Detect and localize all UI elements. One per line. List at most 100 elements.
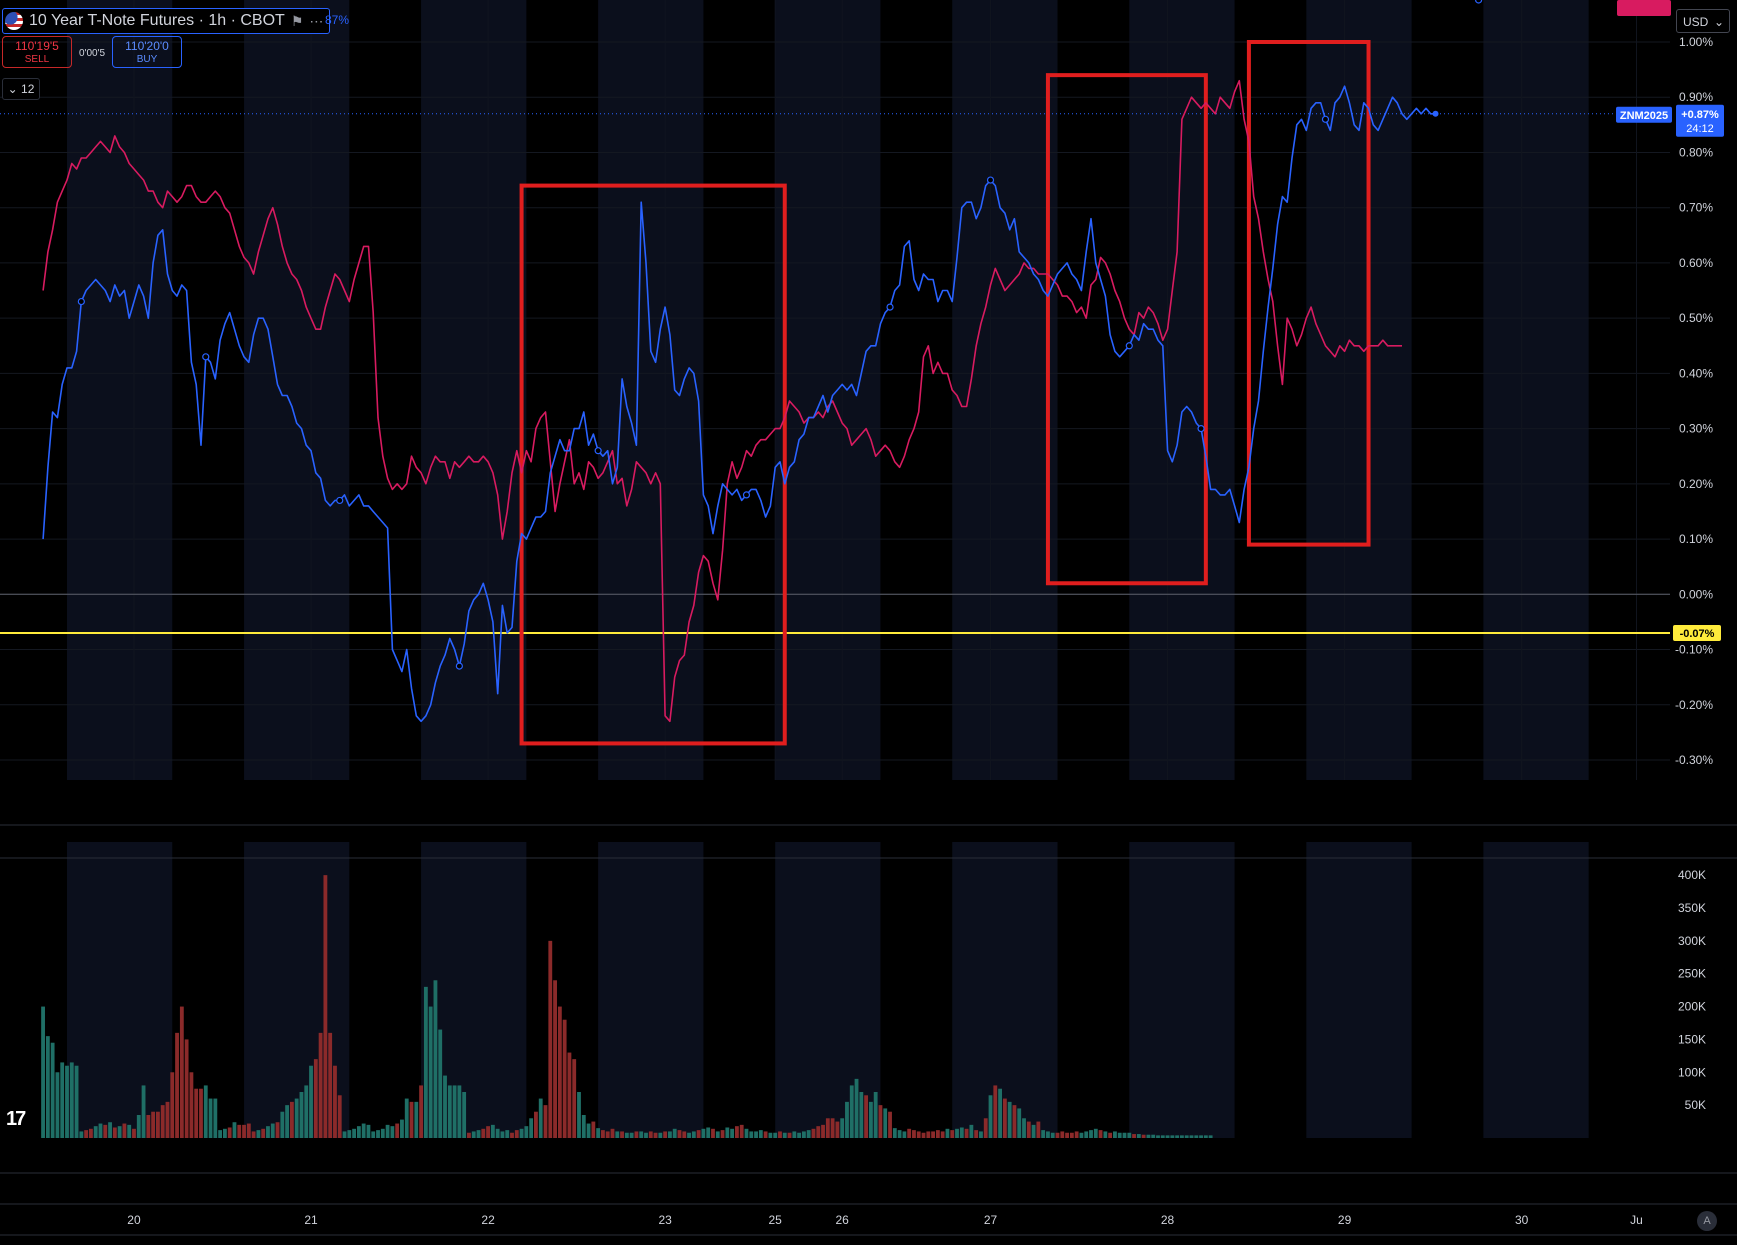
volume-bar xyxy=(189,1072,194,1138)
volume-bar xyxy=(151,1111,156,1138)
sell-label: SELL xyxy=(24,54,50,65)
volume-bar xyxy=(715,1131,720,1138)
x-tick-label: 23 xyxy=(658,1213,672,1227)
data-point xyxy=(77,297,85,306)
y-tick-label: -0.10% xyxy=(1675,643,1713,657)
indicators-collapse-button[interactable]: ⌄ 12 xyxy=(2,78,40,100)
pane-dividers xyxy=(0,824,1737,1236)
volume-bar xyxy=(218,1130,223,1138)
sell-button[interactable]: 110'19'5 SELL xyxy=(2,36,72,68)
volume-bar xyxy=(605,1131,610,1138)
session-band xyxy=(598,0,704,780)
volume-bar xyxy=(548,940,553,1138)
x-tick-label: 30 xyxy=(1515,1213,1529,1227)
volume-bar xyxy=(581,1115,586,1138)
session-band xyxy=(952,0,1058,780)
volume-bar xyxy=(462,1092,467,1138)
volume-bar xyxy=(476,1130,481,1138)
volume-bar xyxy=(447,1085,452,1138)
volume-bar xyxy=(1012,1105,1017,1138)
volume-bar xyxy=(242,1124,246,1138)
volume-bar xyxy=(1098,1130,1103,1138)
volume-bar xyxy=(878,1105,883,1138)
volume-bar xyxy=(725,1127,730,1138)
price-axis[interactable]: 1.00% 0.90% 0.80% 0.70% 0.60% 0.50% 0.40% 0.30%… xyxy=(1675,35,1713,767)
volume-bar xyxy=(1031,1124,1036,1138)
volume-bar xyxy=(720,1130,725,1138)
volume-bar xyxy=(1189,1135,1194,1138)
volume-bar xyxy=(486,1126,490,1138)
session-band xyxy=(1129,842,1235,1138)
es-series-tag-text: ESM2025 xyxy=(1620,0,1668,3)
x-tick-label: 22 xyxy=(481,1213,495,1227)
volume-bar xyxy=(428,1006,433,1138)
volume-bar xyxy=(50,1042,55,1138)
volume-bar xyxy=(117,1126,122,1138)
volume-bar xyxy=(543,1105,548,1138)
volume-bar xyxy=(318,1032,323,1138)
data-point xyxy=(455,662,463,670)
time-axis[interactable]: 20 21 22 23 25 26 27 28 29 30 Ju xyxy=(127,1213,1643,1227)
reference-value-tag-bg xyxy=(1673,624,1721,641)
volume-bar xyxy=(208,1098,213,1138)
y-tick-label: -0.20% xyxy=(1675,698,1713,712)
flag-icon[interactable]: ⚑ xyxy=(290,12,304,29)
volume-bar xyxy=(1103,1131,1108,1138)
volume-bar xyxy=(65,1065,69,1138)
volume-tick-label: 50K xyxy=(1685,1098,1706,1112)
volume-bar xyxy=(1084,1131,1089,1138)
volume-bar xyxy=(1041,1130,1046,1138)
volume-bar xyxy=(864,1095,869,1138)
volume-bar xyxy=(1055,1132,1060,1138)
volume-bar xyxy=(816,1126,821,1138)
volume-bar xyxy=(136,1115,141,1138)
volume-bar xyxy=(328,1032,333,1138)
volume-bars xyxy=(41,875,1213,1138)
session-bands xyxy=(66,0,1589,1138)
volume-bar xyxy=(423,986,428,1138)
buy-button[interactable]: 110'20'0 BUY xyxy=(112,36,182,68)
x-tick-label: 20 xyxy=(127,1213,141,1227)
symbol-title[interactable]: 10 Year T-Note Futures · 1h · CBOT xyxy=(29,12,285,29)
volume-bar xyxy=(926,1131,931,1138)
buy-label: BUY xyxy=(136,54,158,65)
session-band xyxy=(66,842,173,1138)
volume-bar xyxy=(797,1132,802,1138)
volume-bar xyxy=(79,1131,84,1138)
volume-tick-label: 350K xyxy=(1678,901,1706,915)
volume-bar xyxy=(706,1127,711,1138)
volume-bar xyxy=(840,1118,845,1138)
volume-bar xyxy=(385,1124,390,1138)
data-point xyxy=(594,447,602,455)
volume-bar xyxy=(835,1121,840,1138)
volume-bar xyxy=(490,1124,495,1138)
volume-bar xyxy=(237,1124,242,1138)
symbol-header[interactable]: 10 Year T-Note Futures · 1h · CBOT ⚑ ⋯ xyxy=(2,8,331,34)
volume-bar xyxy=(1199,1135,1203,1138)
highlight-box xyxy=(1246,40,1371,547)
volume-bar xyxy=(1036,1121,1041,1138)
data-point xyxy=(1197,425,1205,433)
volume-bar xyxy=(620,1131,624,1138)
volume-bar xyxy=(888,1111,892,1138)
currency-select[interactable]: USD ⌄ xyxy=(1676,9,1730,33)
spread-value: 0'00'5 xyxy=(79,48,106,59)
y-tick-label: 1.00% xyxy=(1679,35,1713,49)
gridlines xyxy=(0,0,1670,780)
volume-bar xyxy=(792,1131,797,1138)
volume-tick-label: 400K xyxy=(1678,868,1706,882)
auto-scale-icon[interactable]: A xyxy=(1697,1211,1717,1231)
volume-bar xyxy=(457,1085,462,1138)
volume-bar xyxy=(361,1123,366,1138)
volume-bar xyxy=(1132,1134,1136,1138)
volume-bar xyxy=(323,875,328,1138)
volume-bar xyxy=(409,1101,414,1138)
more-icon[interactable]: ⋯ xyxy=(309,12,324,29)
volume-bar xyxy=(1160,1135,1165,1138)
volume-bar xyxy=(366,1124,371,1138)
volume-bar xyxy=(347,1130,352,1138)
volume-bar xyxy=(778,1131,782,1138)
y-tick-label: 0.00% xyxy=(1679,587,1713,601)
volume-bar xyxy=(682,1131,687,1138)
